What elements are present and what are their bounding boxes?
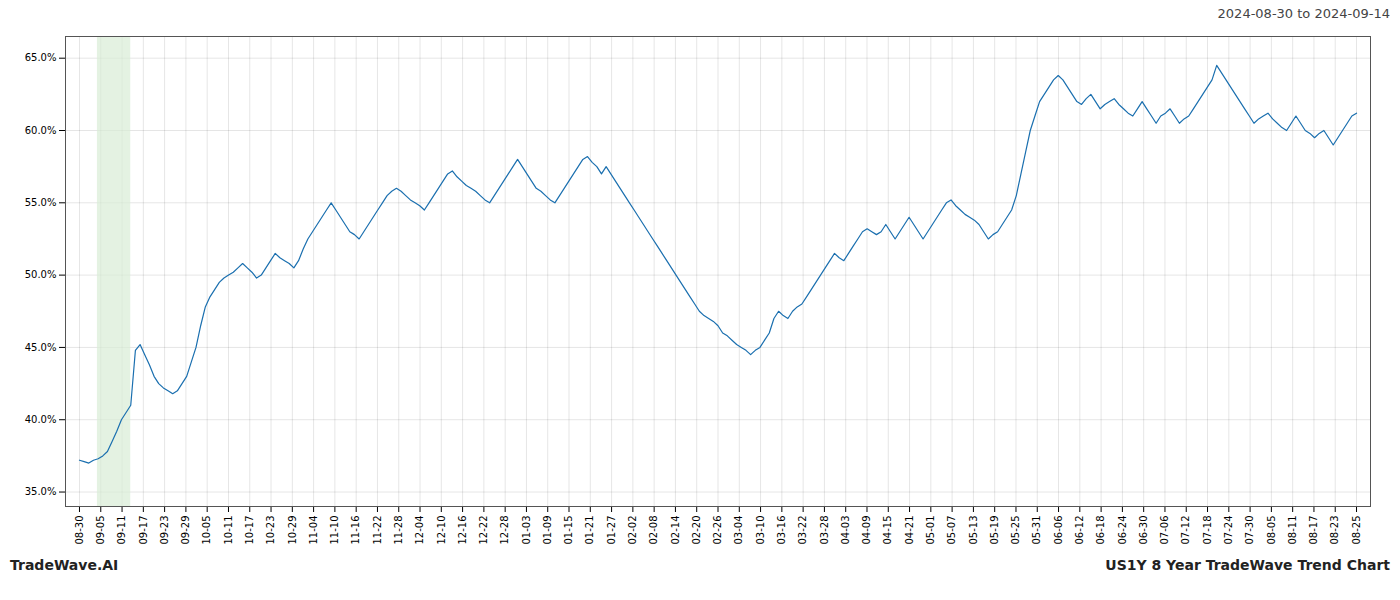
svg-text:07-24: 07-24 [1223, 516, 1234, 545]
svg-text:02-02: 02-02 [627, 516, 638, 545]
svg-text:09-23: 09-23 [159, 516, 170, 545]
svg-text:03-22: 03-22 [797, 516, 808, 545]
svg-text:05-19: 05-19 [989, 516, 1000, 545]
svg-text:10-29: 10-29 [287, 516, 298, 545]
svg-text:02-20: 02-20 [691, 516, 702, 545]
svg-text:12-28: 12-28 [499, 516, 510, 545]
svg-text:04-09: 04-09 [861, 516, 872, 545]
svg-text:08-05: 08-05 [1266, 516, 1277, 545]
svg-text:40.0%: 40.0% [25, 414, 57, 425]
svg-text:01-27: 01-27 [606, 516, 617, 545]
svg-text:08-17: 08-17 [1308, 516, 1319, 545]
svg-text:09-29: 09-29 [180, 516, 191, 545]
svg-text:07-18: 07-18 [1202, 516, 1213, 545]
svg-text:45.0%: 45.0% [25, 342, 57, 353]
svg-text:08-11: 08-11 [1287, 516, 1298, 545]
svg-text:08-30: 08-30 [74, 516, 85, 545]
svg-text:03-04: 03-04 [733, 516, 744, 545]
svg-text:01-09: 01-09 [542, 516, 553, 545]
svg-text:08-25: 08-25 [1351, 516, 1362, 545]
svg-text:04-03: 04-03 [840, 516, 851, 545]
svg-text:04-15: 04-15 [882, 516, 893, 545]
svg-text:03-10: 03-10 [755, 516, 766, 545]
svg-text:09-11: 09-11 [116, 516, 127, 545]
svg-text:02-14: 02-14 [670, 516, 681, 545]
svg-text:11-16: 11-16 [350, 516, 361, 545]
svg-text:06-30: 06-30 [1138, 516, 1149, 545]
svg-text:10-05: 10-05 [201, 516, 212, 545]
svg-text:05-25: 05-25 [1010, 516, 1021, 545]
svg-text:06-12: 06-12 [1074, 516, 1085, 545]
svg-text:09-17: 09-17 [138, 516, 149, 545]
svg-text:02-26: 02-26 [712, 516, 723, 545]
svg-text:65.0%: 65.0% [25, 52, 57, 63]
svg-text:01-03: 01-03 [521, 516, 532, 545]
svg-text:07-12: 07-12 [1180, 516, 1191, 545]
svg-text:55.0%: 55.0% [25, 197, 57, 208]
svg-text:09-05: 09-05 [95, 516, 106, 545]
svg-text:03-16: 03-16 [776, 516, 787, 545]
svg-text:11-04: 11-04 [308, 516, 319, 545]
svg-text:12-16: 12-16 [457, 516, 468, 545]
svg-text:50.0%: 50.0% [25, 269, 57, 280]
svg-text:07-06: 07-06 [1159, 516, 1170, 545]
svg-text:11-28: 11-28 [393, 516, 404, 545]
svg-text:10-23: 10-23 [265, 516, 276, 545]
svg-text:05-13: 05-13 [968, 516, 979, 545]
svg-text:11-10: 11-10 [329, 516, 340, 545]
svg-text:08-23: 08-23 [1329, 516, 1340, 545]
svg-text:01-21: 01-21 [584, 516, 595, 545]
svg-text:07-30: 07-30 [1244, 516, 1255, 545]
svg-text:05-31: 05-31 [1031, 516, 1042, 545]
svg-text:11-22: 11-22 [372, 516, 383, 545]
svg-text:06-06: 06-06 [1053, 516, 1064, 545]
svg-text:60.0%: 60.0% [25, 125, 57, 136]
svg-text:10-11: 10-11 [223, 516, 234, 545]
svg-text:03-28: 03-28 [819, 516, 830, 545]
svg-text:35.0%: 35.0% [25, 486, 57, 497]
svg-text:12-04: 12-04 [414, 516, 425, 545]
svg-text:05-07: 05-07 [946, 516, 957, 545]
html-text:US1Y 8 Year TradeWave Trend Ch: US1Y 8 Year TradeWave Trend Chart [1105, 557, 1390, 573]
svg-text:06-24: 06-24 [1117, 516, 1128, 545]
svg-text:12-22: 12-22 [478, 516, 489, 545]
svg-text:01-15: 01-15 [563, 516, 574, 545]
svg-text:05-01: 05-01 [925, 516, 936, 545]
svg-text:04-21: 04-21 [904, 516, 915, 545]
html-text:2024-08-30 to 2024-09-14: 2024-08-30 to 2024-09-14 [1217, 6, 1390, 21]
svg-text:12-10: 12-10 [436, 516, 447, 545]
svg-text:06-18: 06-18 [1095, 516, 1106, 545]
svg-text:10-17: 10-17 [244, 516, 255, 545]
svg-text:02-08: 02-08 [648, 516, 659, 545]
html-text:TradeWave.AI: TradeWave.AI [10, 557, 119, 573]
